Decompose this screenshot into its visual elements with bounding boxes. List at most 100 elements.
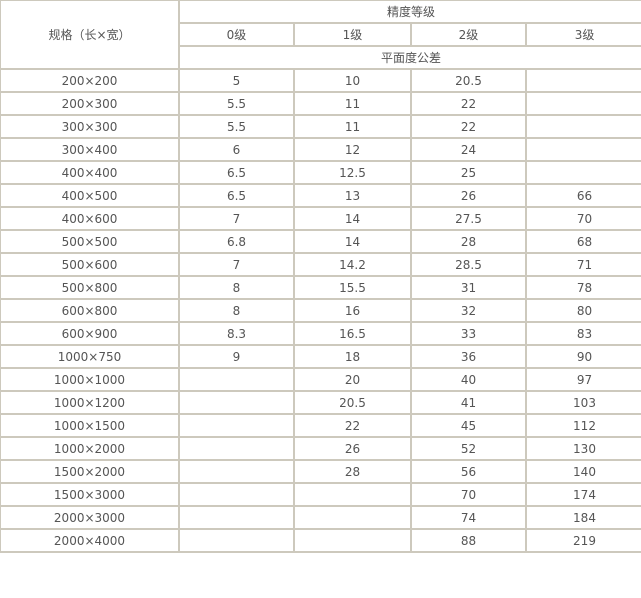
- tolerance-cell: 90: [524, 344, 641, 369]
- table-row: 1000×750 9 18 36 90: [0, 344, 641, 369]
- tolerance-cell: 10: [293, 68, 412, 93]
- tolerance-cell: 28: [293, 459, 412, 484]
- table-row: 200×300 5.5 11 22: [0, 91, 641, 116]
- tolerance-cell: [524, 160, 641, 185]
- header-row-1: 规格（长×宽） 精度等级: [0, 0, 641, 70]
- tolerance-cell: 70: [410, 482, 527, 507]
- header-row-2: 0级 1级 2级 3级: [0, 22, 641, 47]
- tolerance-cell: 26: [293, 436, 412, 461]
- tolerance-cell: 33: [410, 321, 527, 346]
- tolerance-cell: 12: [293, 137, 412, 162]
- table-row: 400×500 6.5 13 26 66: [0, 183, 641, 208]
- tolerance-cell: 80: [524, 298, 641, 323]
- tolerance-cell: 45: [410, 413, 527, 438]
- tolerance-cell: [293, 528, 412, 553]
- tolerance-cell: [178, 413, 295, 438]
- tolerance-cell: [524, 114, 641, 139]
- tolerance-cell: 6.8: [178, 229, 295, 254]
- tolerance-cell: 11: [293, 114, 412, 139]
- spec-cell: 1000×1200: [0, 390, 180, 415]
- tolerance-cell: 41: [410, 390, 527, 415]
- table-row: 300×300 5.5 11 22: [0, 114, 641, 139]
- spec-cell: 600×900: [0, 321, 180, 346]
- tolerance-cell: 5.5: [178, 114, 295, 139]
- tolerance-cell: 8: [178, 275, 295, 300]
- spec-cell: 300×400: [0, 137, 180, 162]
- tolerance-cell: 103: [524, 390, 641, 415]
- spec-cell: 400×500: [0, 183, 180, 208]
- spec-cell: 1000×1000: [0, 367, 180, 392]
- tolerance-cell: 5.5: [178, 91, 295, 116]
- tolerance-cell: 40: [410, 367, 527, 392]
- tolerance-cell: 7: [178, 206, 295, 231]
- tolerance-cell: [178, 482, 295, 507]
- tolerance-cell: 24: [410, 137, 527, 162]
- tolerance-cell: [178, 459, 295, 484]
- tolerance-cell: 20.5: [410, 68, 527, 93]
- table-row: 1000×1200 20.5 41 103: [0, 390, 641, 415]
- tolerance-cell: 6.5: [178, 183, 295, 208]
- tolerance-cell: 32: [410, 298, 527, 323]
- spec-cell: 1000×2000: [0, 436, 180, 461]
- tolerance-cell: 28.5: [410, 252, 527, 277]
- table-row: 200×200 5 10 20.5: [0, 68, 641, 93]
- tolerance-cell: 184: [524, 505, 641, 530]
- spec-cell: 400×400: [0, 160, 180, 185]
- spec-cell: 1500×3000: [0, 482, 180, 507]
- grade-header-1: 1级: [293, 22, 412, 47]
- table-row: 500×500 6.8 14 28 68: [0, 229, 641, 254]
- flatness-tolerance-table: 规格（长×宽） 精度等级 0级 1级 2级 3级 平面度公差 200×200 5 1…: [0, 0, 641, 553]
- tolerance-cell: 22: [410, 91, 527, 116]
- tolerance-cell: 5: [178, 68, 295, 93]
- tolerance-cell: 74: [410, 505, 527, 530]
- table-row: 1500×3000 70 174: [0, 482, 641, 507]
- tolerance-cell: 8.3: [178, 321, 295, 346]
- tolerance-header: 平面度公差: [177, 45, 641, 70]
- tolerance-cell: [293, 482, 412, 507]
- tolerance-cell: [524, 68, 641, 93]
- tolerance-cell: 15.5: [293, 275, 412, 300]
- spec-cell: 300×300: [0, 114, 180, 139]
- grade-group-header: 精度等级: [177, 0, 641, 24]
- tolerance-cell: [293, 505, 412, 530]
- spec-cell: 600×800: [0, 298, 180, 323]
- grade-header-0: 0级: [178, 22, 295, 47]
- spec-cell: 500×600: [0, 252, 180, 277]
- tolerance-cell: 28: [410, 229, 527, 254]
- spec-cell: 200×200: [0, 68, 180, 93]
- table-row: 400×400 6.5 12.5 25: [0, 160, 641, 185]
- tolerance-cell: [178, 436, 295, 461]
- spec-cell: 2000×3000: [0, 505, 180, 530]
- table-row: 500×600 7 14.2 28.5 71: [0, 252, 641, 277]
- table-row: 1500×2000 28 56 140: [0, 459, 641, 484]
- tolerance-cell: [178, 528, 295, 553]
- table-row: 1000×1500 22 45 112: [0, 413, 641, 438]
- spec-cell: 2000×4000: [0, 528, 180, 553]
- tolerance-cell: 14: [293, 229, 412, 254]
- spec-cell: 200×300: [0, 91, 180, 116]
- tolerance-cell: 8: [178, 298, 295, 323]
- spec-header: 规格（长×宽）: [0, 0, 180, 70]
- spec-cell: 500×800: [0, 275, 180, 300]
- header-row-3: 平面度公差: [0, 45, 641, 70]
- tolerance-cell: 9: [178, 344, 295, 369]
- table-row: 600×800 8 16 32 80: [0, 298, 641, 323]
- tolerance-cell: 27.5: [410, 206, 527, 231]
- tolerance-cell: 130: [524, 436, 641, 461]
- table-row: 1000×1000 20 40 97: [0, 367, 641, 392]
- table-row: 300×400 6 12 24: [0, 137, 641, 162]
- tolerance-cell: 68: [524, 229, 641, 254]
- tolerance-cell: 14: [293, 206, 412, 231]
- tolerance-cell: 26: [410, 183, 527, 208]
- tolerance-cell: [178, 367, 295, 392]
- tolerance-cell: 14.2: [293, 252, 412, 277]
- spec-cell: 1000×1500: [0, 413, 180, 438]
- tolerance-cell: 16.5: [293, 321, 412, 346]
- tolerance-cell: [178, 390, 295, 415]
- tolerance-cell: 20: [293, 367, 412, 392]
- tolerance-cell: 174: [524, 482, 641, 507]
- tolerance-cell: 6: [178, 137, 295, 162]
- tolerance-cell: 66: [524, 183, 641, 208]
- tolerance-cell: 25: [410, 160, 527, 185]
- tolerance-cell: 12.5: [293, 160, 412, 185]
